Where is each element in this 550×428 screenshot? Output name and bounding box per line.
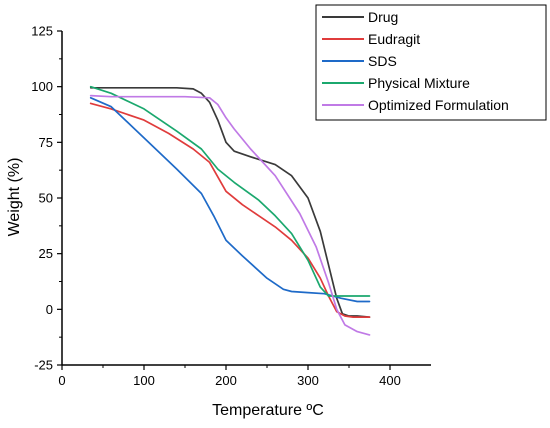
y-axis-title: Weight (%) (6, 158, 23, 237)
y-tick-label: 75 (39, 135, 53, 150)
y-ticks: -25 0 25 50 75 100 125 (31, 24, 62, 373)
y-tick-label: 25 (39, 246, 53, 261)
x-tick-label: 100 (133, 373, 155, 388)
series-line-optimized-formulation (89, 94, 371, 336)
x-ticks: 0 100 200 300 400 (58, 365, 401, 388)
x-tick-label: 0 (58, 373, 65, 388)
legend-label-physical-mixture: Physical Mixture (368, 75, 470, 91)
y-tick-label: 125 (31, 24, 53, 39)
series-line-sds (89, 96, 371, 303)
legend-label-drug: Drug (368, 9, 398, 25)
series-lines (89, 85, 371, 336)
x-tick-label: 400 (379, 373, 401, 388)
series-line-physical-mixture (89, 85, 371, 297)
y-tick-label: 0 (46, 302, 53, 317)
series-line-drug (89, 86, 371, 318)
y-tick-label: 50 (39, 191, 53, 206)
legend-label-sds: SDS (368, 53, 397, 69)
series-line-eudragit (89, 102, 371, 318)
x-tick-label: 200 (215, 373, 237, 388)
x-axis-title: Temperature ºC (212, 402, 324, 419)
y-tick-label: -25 (34, 358, 53, 373)
legend-box (315, 4, 547, 121)
legend-label-eudragit: Eudragit (368, 31, 420, 47)
x-tick-label: 300 (297, 373, 319, 388)
legend: Drug Eudragit SDS Physical Mixture Optimized… (315, 4, 547, 121)
y-tick-label: 100 (31, 79, 53, 94)
legend-label-optimized-formulation: Optimized Formulation (368, 97, 509, 113)
